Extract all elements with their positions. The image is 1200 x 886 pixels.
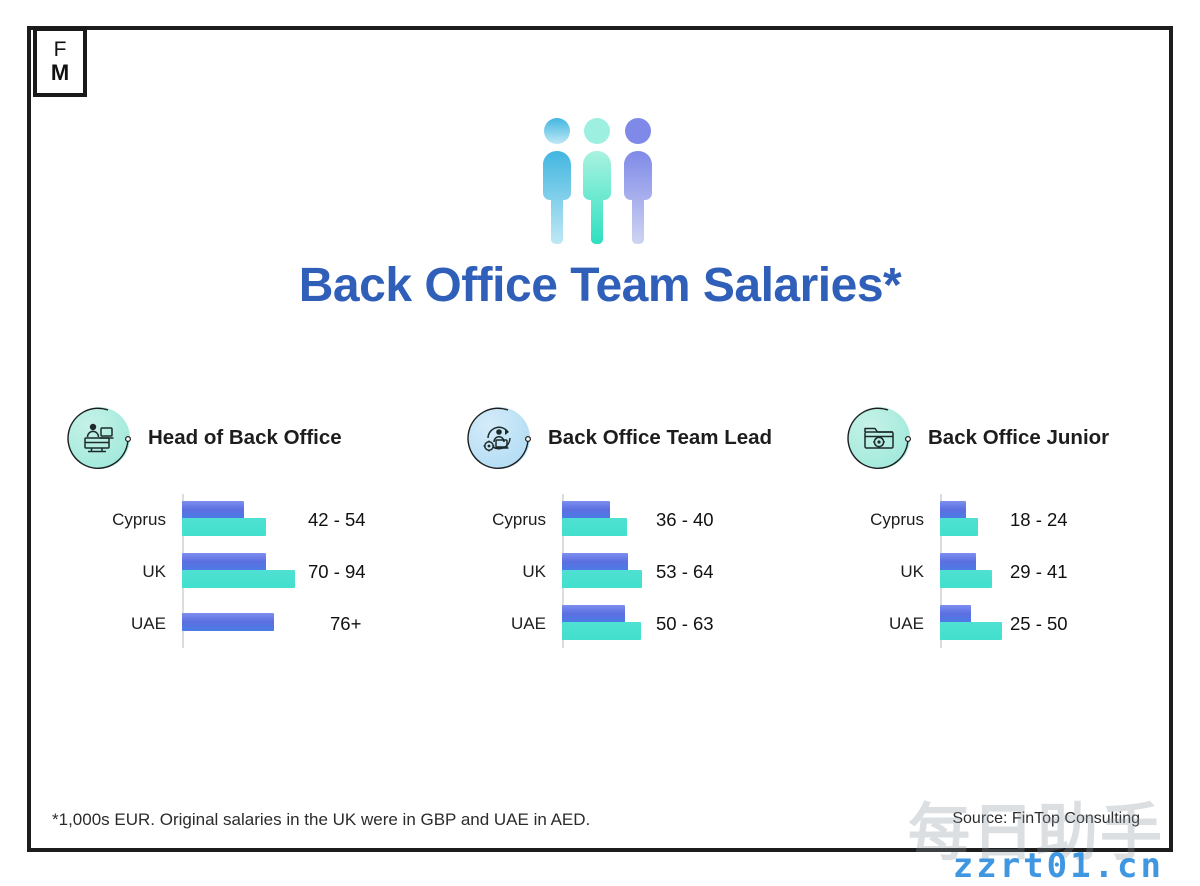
table-row: UAE 25 - 50 (840, 598, 1150, 650)
bar-max (182, 518, 266, 536)
value-label: 36 - 40 (656, 509, 714, 530)
bar-min (182, 553, 266, 571)
bar-min (562, 501, 610, 519)
bar-min (940, 553, 976, 571)
fm-logo: F M (33, 27, 87, 97)
panel-header: Head of Back Office (60, 398, 460, 478)
bar-min (182, 501, 244, 519)
bar-min (940, 605, 971, 623)
value-label: 76+ (330, 613, 362, 634)
bar-min (182, 613, 274, 631)
category-label: UAE (889, 614, 924, 633)
category-label: UK (142, 562, 166, 581)
bar-min (562, 553, 628, 571)
bar-min (940, 501, 966, 519)
table-row: Cyprus 42 - 54 (60, 494, 460, 546)
watermark-url: zzrt01.cn (952, 846, 1164, 886)
person-laptop-cycle-icon (460, 401, 534, 475)
panel-title: Head of Back Office (148, 426, 342, 449)
category-label: UAE (131, 614, 166, 633)
category-label: UAE (511, 614, 546, 633)
value-label: 29 - 41 (1010, 561, 1068, 582)
bar-max (562, 622, 641, 640)
page-title: Back Office Team Salaries* (298, 259, 902, 312)
panel-head-of-back-office: Head of Back Office Cyprus 42 - 54 UK 70… (60, 398, 460, 650)
category-label: Cyprus (112, 510, 166, 529)
panel-back-office-team-lead: Back Office Team Lead Cyprus 36 - 40 UK … (460, 398, 840, 650)
three-people-icon (0, 118, 1200, 253)
value-label: 42 - 54 (308, 509, 366, 530)
salary-panels: Head of Back Office Cyprus 42 - 54 UK 70… (60, 398, 1150, 650)
panel-header: Back Office Team Lead (460, 398, 840, 478)
value-label: 50 - 63 (656, 613, 714, 634)
panel-back-office-junior: Back Office Junior Cyprus 18 - 24 UK 29 … (840, 398, 1150, 650)
value-label: 70 - 94 (308, 561, 366, 582)
table-row: UK 29 - 41 (840, 546, 1150, 598)
table-row: UAE 50 - 63 (460, 598, 840, 650)
chart-head-of-back-office: Cyprus 42 - 54 UK 70 - 94 UAE (60, 494, 460, 650)
folder-gear-icon (840, 401, 914, 475)
bar-max (182, 570, 295, 588)
bar-max (940, 622, 1002, 640)
table-row: Cyprus 36 - 40 (460, 494, 840, 546)
bar-min (562, 605, 625, 623)
panel-header: Back Office Junior (840, 398, 1150, 478)
panel-title: Back Office Team Lead (548, 426, 773, 449)
bar-max (940, 570, 992, 588)
table-row: Cyprus 18 - 24 (840, 494, 1150, 546)
table-row: UAE 76+ (60, 598, 460, 650)
value-label: 18 - 24 (1010, 509, 1068, 530)
reception-desk-icon (60, 401, 134, 475)
bar-max (562, 518, 627, 536)
footnote-text: *1,000s EUR. Original salaries in the UK… (52, 810, 591, 829)
logo-letter-f: F (53, 38, 67, 62)
chart-back-office-junior: Cyprus 18 - 24 UK 29 - 41 UAE (840, 494, 1150, 650)
table-row: UK 53 - 64 (460, 546, 840, 598)
source-text: Source: FinTop Consulting (952, 810, 1140, 827)
value-label: 25 - 50 (1010, 613, 1068, 634)
category-label: Cyprus (870, 510, 924, 529)
category-label: Cyprus (492, 510, 546, 529)
logo-letter-m: M (50, 60, 70, 86)
poster-frame (27, 26, 1173, 852)
chart-back-office-team-lead: Cyprus 36 - 40 UK 53 - 64 UAE (460, 494, 840, 650)
table-row: UK 70 - 94 (60, 546, 460, 598)
value-label: 53 - 64 (656, 561, 714, 582)
bar-max (940, 518, 978, 536)
category-label: UK (900, 562, 924, 581)
bar-max (562, 570, 642, 588)
category-label: UK (522, 562, 546, 581)
panel-title: Back Office Junior (928, 426, 1110, 449)
